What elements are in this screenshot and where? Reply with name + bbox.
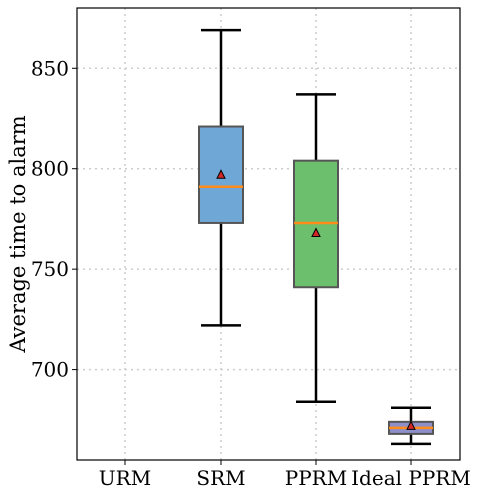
box-ideal-pprm [388,406,434,446]
y-tick-label: 850 [31,56,69,80]
y-tick-label: 800 [31,157,69,181]
y-tick-label: 750 [31,257,69,281]
grid-lines [77,8,460,460]
mean-marker [216,169,226,179]
x-tick-label: SRM [196,466,245,490]
x-axis-ticks: URM SRM PPRM Ideal PPRM [99,460,471,490]
mean-marker [311,227,321,237]
y-axis-label: Average time to alarm [6,115,30,353]
plot-frame [76,7,461,461]
box-series [198,28,434,446]
box-pprm [293,93,339,403]
y-axis-ticks: 700 750 800 850 [31,56,77,382]
x-tick-label: URM [99,466,151,490]
mean-marker [406,420,416,430]
box-srm [198,28,244,327]
x-tick-label: Ideal PPRM [351,466,471,490]
y-tick-label: 700 [31,358,69,382]
x-tick-label: PPRM [285,466,347,490]
